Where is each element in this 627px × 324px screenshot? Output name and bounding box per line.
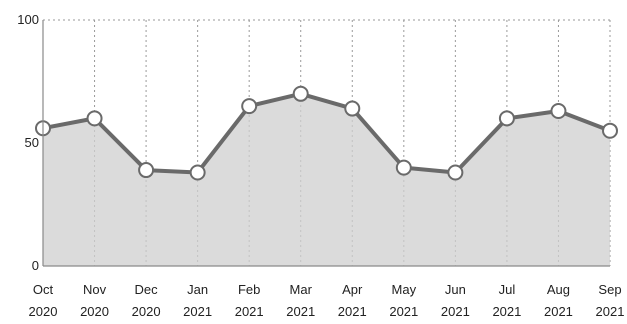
y-tick-labels: 0 50 100 [17, 12, 39, 273]
x-tick-label: Oct 2020 [29, 282, 58, 319]
data-point-9 [498, 110, 515, 127]
y-tick-label: 0 [32, 258, 39, 273]
x-tick-label: Nov 2020 [80, 282, 109, 319]
data-point-6 [344, 100, 361, 117]
series-line [41, 91, 612, 175]
y-tick-label: 50 [25, 135, 39, 150]
axes [42, 20, 610, 267]
x-tick-label: Jun 2021 [441, 282, 470, 319]
x-tick-labels: Oct 2020 Nov 2020 Dec 2020 Jan 2021 Feb 2021 Mar 20… [29, 282, 625, 319]
x-tick-label: Dec 2020 [132, 282, 161, 319]
data-point-3 [189, 164, 206, 181]
y-tick-label: 100 [17, 12, 39, 27]
data-point-5 [292, 85, 309, 102]
x-tick-label: Feb 2021 [235, 282, 264, 319]
series-area [43, 93, 610, 266]
data-point-2 [138, 162, 155, 179]
data-points [35, 85, 618, 181]
x-tick-label: Apr 2021 [338, 282, 367, 319]
x-tick-label: Sep 2021 [596, 282, 625, 319]
data-point-8 [447, 164, 464, 181]
x-tick-label: Aug 2021 [544, 282, 573, 319]
data-point-11 [602, 122, 618, 139]
x-tick-label: Jul 2021 [492, 282, 521, 319]
data-point-10 [550, 103, 567, 120]
data-point-1 [86, 110, 103, 127]
x-tick-label: Jan 2021 [183, 282, 212, 319]
x-tick-label: Mar 2021 [286, 282, 315, 319]
data-point-4 [241, 98, 258, 115]
data-point-7 [395, 159, 412, 176]
x-tick-label: May 2021 [389, 282, 418, 319]
